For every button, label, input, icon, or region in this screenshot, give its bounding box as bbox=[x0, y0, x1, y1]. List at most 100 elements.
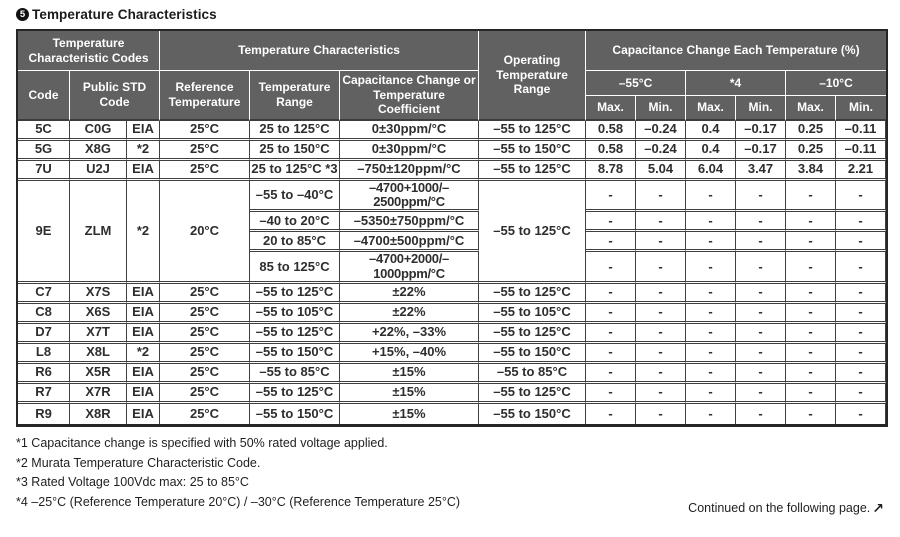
cell-code: 9E bbox=[18, 180, 70, 285]
cell-code: R9 bbox=[18, 404, 70, 425]
cell-min-10: - bbox=[836, 284, 886, 305]
cell-operating-range: –55 to 150°C bbox=[479, 140, 586, 161]
header-row-columns: Code Public STD Code Reference Temperatu… bbox=[18, 71, 886, 121]
cell-max-star4: - bbox=[686, 344, 736, 365]
cell-min-star4: - bbox=[736, 284, 786, 305]
cell-max-55: - bbox=[586, 304, 636, 325]
cell-std-org: *2 bbox=[127, 140, 160, 161]
cell-min-55: - bbox=[636, 180, 686, 213]
cell-code: 5G bbox=[18, 140, 70, 161]
cell-max-star4: - bbox=[686, 364, 736, 385]
cell-max-55: - bbox=[586, 212, 636, 233]
cell-reference-temp: 25°C bbox=[160, 160, 250, 181]
cell-min-10: - bbox=[836, 324, 886, 345]
cell-min-10: 2.21 bbox=[836, 160, 886, 181]
cell-std-org: EIA bbox=[127, 304, 160, 325]
col-group-temperature-characteristics: Temperature Characteristics bbox=[160, 31, 479, 71]
cell-min-star4: - bbox=[736, 252, 786, 285]
cell-coefficient: +15%, –40% bbox=[340, 344, 479, 365]
cell-min-10: - bbox=[836, 212, 886, 233]
cell-std-org: EIA bbox=[127, 384, 160, 405]
table-row-c8: C8 X6S EIA 25°C –55 to 105°C ±22% –55 to… bbox=[18, 304, 886, 325]
cell-max-star4: - bbox=[686, 284, 736, 305]
cell-max-10: 3.84 bbox=[786, 160, 836, 181]
cell-max-10: - bbox=[786, 252, 836, 285]
cell-coefficient: ±22% bbox=[340, 284, 479, 305]
cell-max-star4: 0.4 bbox=[686, 140, 736, 161]
cell-operating-range: –55 to 150°C bbox=[479, 404, 586, 425]
cell-code: C8 bbox=[18, 304, 70, 325]
cell-max-star4: - bbox=[686, 304, 736, 325]
cell-min-55: - bbox=[636, 232, 686, 253]
table-row-d7: D7 X7T EIA 25°C –55 to 125°C +22%, –33% … bbox=[18, 324, 886, 345]
cell-coefficient: 0±30ppm/°C bbox=[340, 140, 479, 161]
cell-operating-range: –55 to 125°C bbox=[479, 180, 586, 285]
cell-min-10: - bbox=[836, 232, 886, 253]
cell-min-55: –0.24 bbox=[636, 120, 686, 141]
cell-max-10: - bbox=[786, 404, 836, 425]
cell-min-10: - bbox=[836, 180, 886, 213]
cell-min-star4: - bbox=[736, 232, 786, 253]
cell-max-star4: - bbox=[686, 180, 736, 213]
cell-min-star4: - bbox=[736, 384, 786, 405]
cell-max-55: 0.58 bbox=[586, 140, 636, 161]
col-max-10: Max. bbox=[786, 95, 836, 121]
cell-max-star4: 6.04 bbox=[686, 160, 736, 181]
cell-operating-range: –55 to 125°C bbox=[479, 120, 586, 141]
cell-std-code: X6S bbox=[70, 304, 127, 325]
cell-min-55: - bbox=[636, 212, 686, 233]
cell-min-star4: - bbox=[736, 324, 786, 345]
col-capacitance-change-coefficient: Capacitance Change or Temperature Coeffi… bbox=[340, 71, 479, 121]
col-min-star4: Min. bbox=[736, 95, 786, 121]
cell-operating-range: –55 to 125°C bbox=[479, 384, 586, 405]
table-row-9e-sub2: –40 to 20°C –5350±750ppm/°C - - - - - - bbox=[18, 212, 886, 233]
table-row-5c: 5C C0G EIA 25°C 25 to 125°C 0±30ppm/°C –… bbox=[18, 120, 886, 141]
col-max-star4: Max. bbox=[686, 95, 736, 121]
cell-min-55: - bbox=[636, 404, 686, 425]
cell-temp-range: –55 to 150°C bbox=[250, 404, 340, 425]
cell-operating-range: –55 to 150°C bbox=[479, 344, 586, 365]
cell-min-star4: - bbox=[736, 364, 786, 385]
col-temperature-range: Temperature Range bbox=[250, 71, 340, 121]
cell-temp-range: –55 to 105°C bbox=[250, 304, 340, 325]
cell-coefficient: –4700+1000/–2500ppm/°C bbox=[340, 180, 479, 213]
table-row-7u: 7U U2J EIA 25°C 25 to 125°C *3 –750±120p… bbox=[18, 160, 886, 181]
page-title: Temperature Characteristics bbox=[32, 7, 217, 22]
header-row-maxmin: Max. Min. Max. Min. Max. Min. bbox=[18, 95, 886, 121]
cell-max-55: 8.78 bbox=[586, 160, 636, 181]
cell-std-org: EIA bbox=[127, 404, 160, 425]
cell-coefficient: –4700±500ppm/°C bbox=[340, 232, 479, 253]
footnote-4: *4 –25°C (Reference Temperature 20°C) / … bbox=[16, 494, 461, 509]
cell-std-code: X8G bbox=[70, 140, 127, 161]
cell-min-star4: –0.17 bbox=[736, 120, 786, 141]
cell-max-star4: - bbox=[686, 404, 736, 425]
cell-max-55: - bbox=[586, 404, 636, 425]
cell-std-code: X5R bbox=[70, 364, 127, 385]
cell-min-10: - bbox=[836, 344, 886, 365]
cell-std-code: C0G bbox=[70, 120, 127, 141]
col-public-std-code: Public STD Code bbox=[70, 71, 160, 121]
section-title: 5 Temperature Characteristics bbox=[16, 7, 886, 22]
cell-min-10: –0.11 bbox=[836, 120, 886, 141]
cell-max-55: - bbox=[586, 364, 636, 385]
cell-reference-temp: 25°C bbox=[160, 304, 250, 325]
cell-min-55: - bbox=[636, 324, 686, 345]
footnotes: *1 Capacitance change is specified with … bbox=[16, 434, 886, 512]
cell-code: D7 bbox=[18, 324, 70, 345]
col-group-temp-characteristic-codes: Temperature Characteristic Codes bbox=[18, 31, 160, 71]
cell-std-org: EIA bbox=[127, 284, 160, 305]
cell-temp-range: 20 to 85°C bbox=[250, 232, 340, 253]
cell-reference-temp: 25°C bbox=[160, 324, 250, 345]
cell-std-org: EIA bbox=[127, 364, 160, 385]
cell-coefficient: ±15% bbox=[340, 404, 479, 425]
cell-max-star4: - bbox=[686, 232, 736, 253]
cell-coefficient: ±22% bbox=[340, 304, 479, 325]
table-row-l8: L8 X8L *2 25°C –55 to 150°C +15%, –40% –… bbox=[18, 344, 886, 365]
cell-max-10: - bbox=[786, 384, 836, 405]
cell-reference-temp: 25°C bbox=[160, 284, 250, 305]
continued-link[interactable]: Continued on the following page. ↗ bbox=[688, 501, 884, 515]
footnote-2: *2 Murata Temperature Characteristic Cod… bbox=[16, 455, 261, 470]
cell-min-star4: - bbox=[736, 344, 786, 365]
cell-code: R6 bbox=[18, 364, 70, 385]
